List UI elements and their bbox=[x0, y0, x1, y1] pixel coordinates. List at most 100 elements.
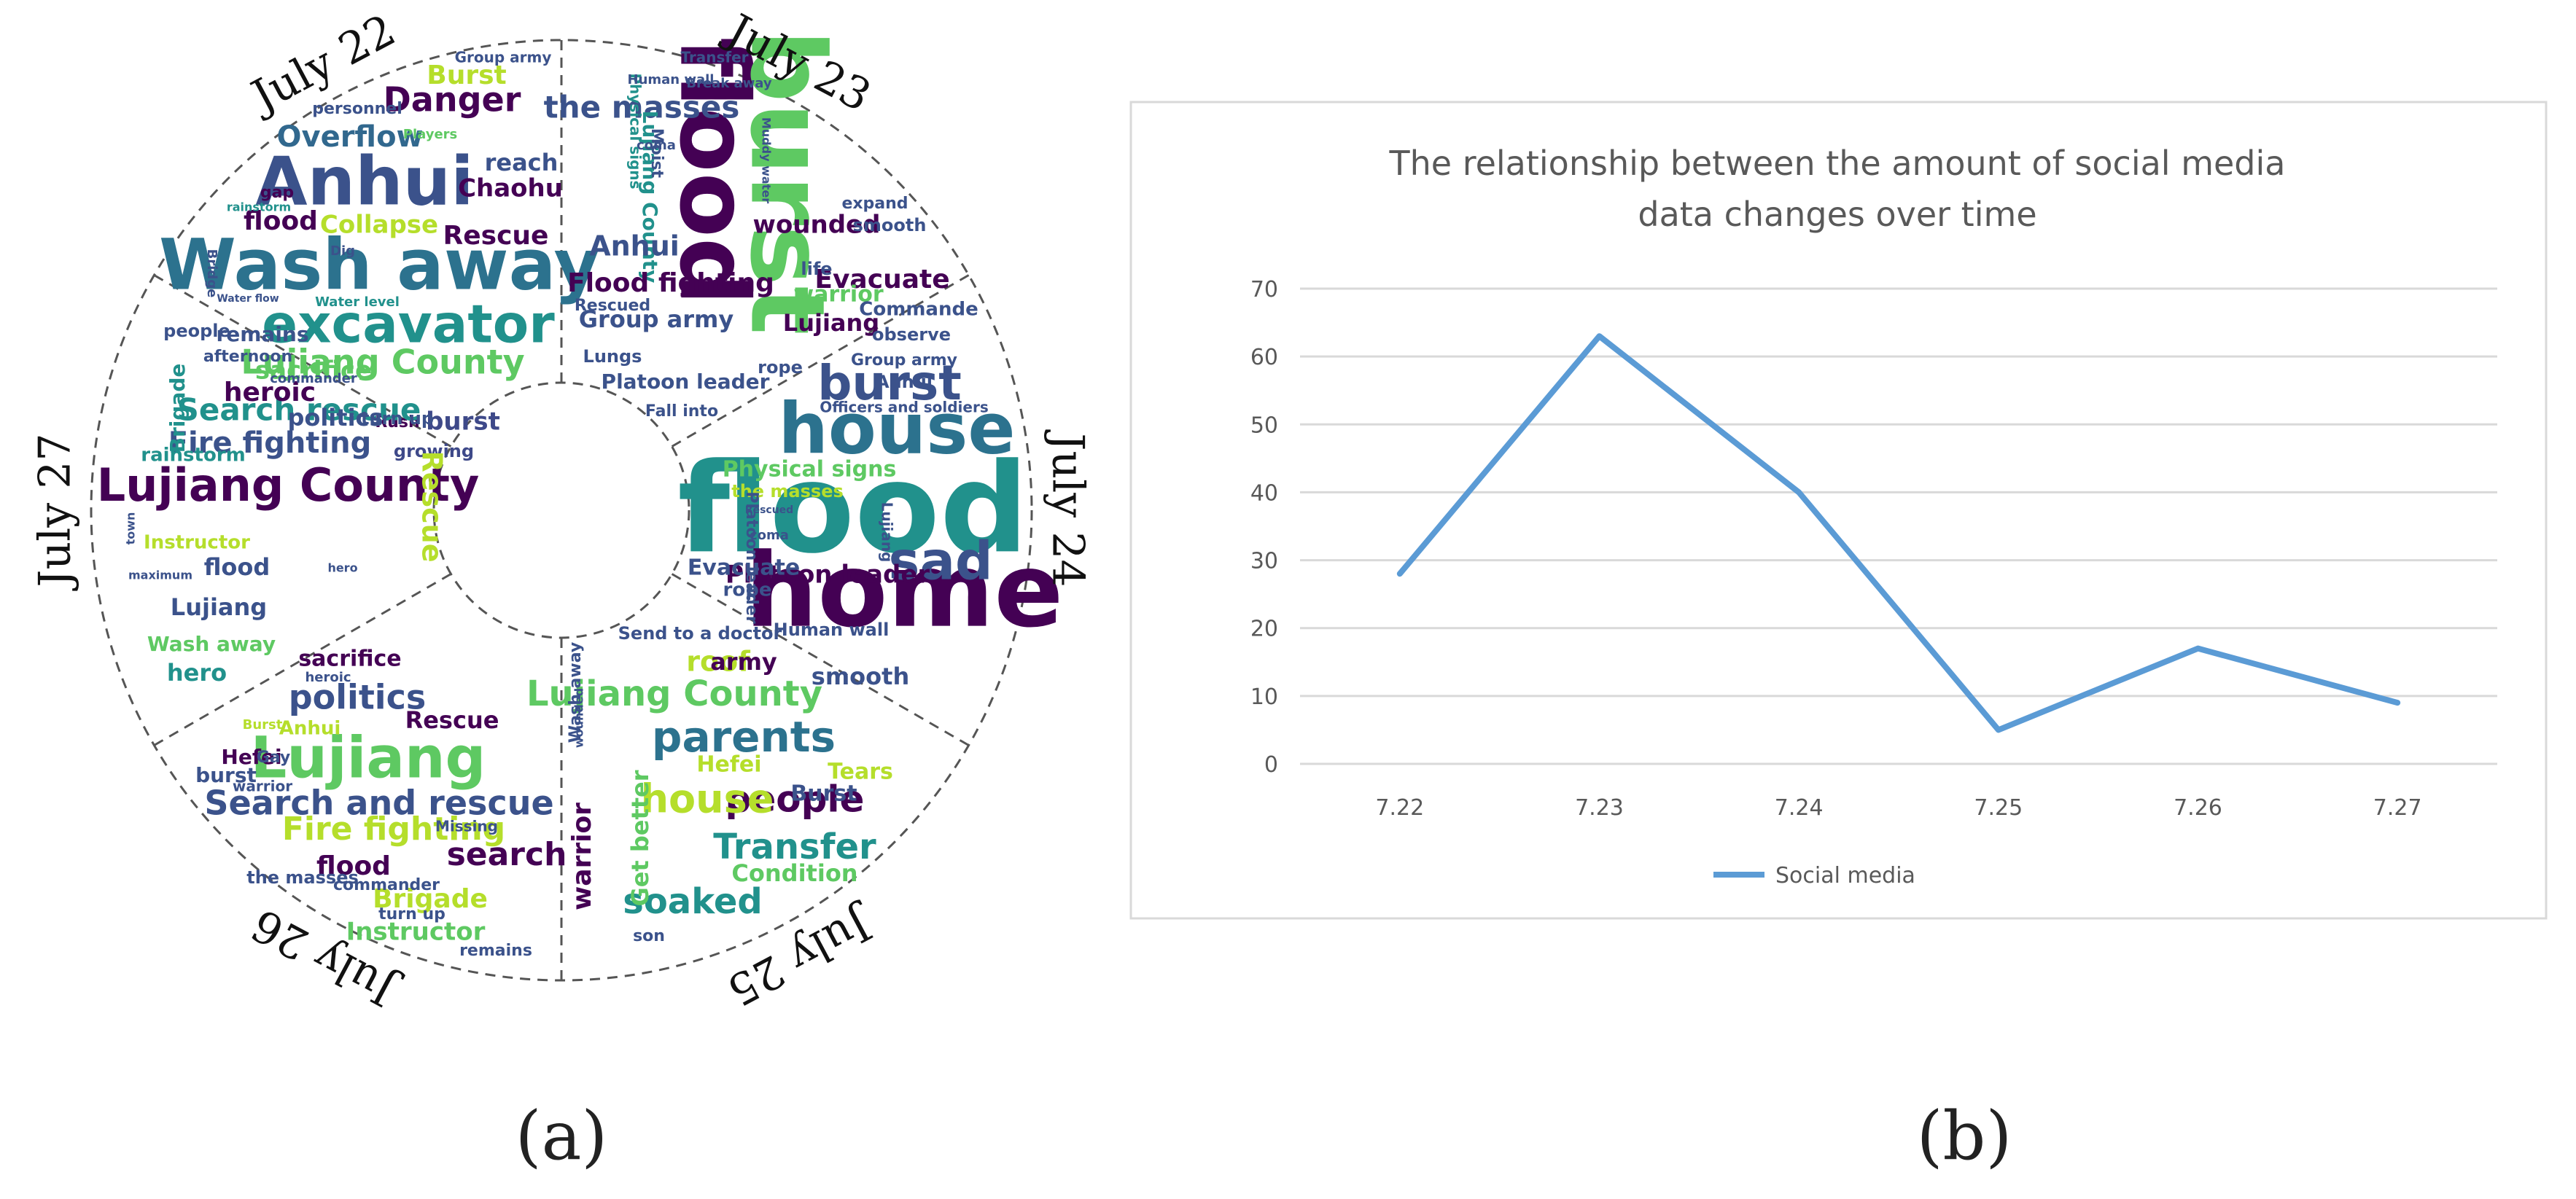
cloud-word: flood bbox=[658, 37, 769, 305]
cloud-word: Commande bbox=[859, 299, 978, 321]
sector-divider bbox=[153, 573, 452, 746]
cloud-word: house bbox=[779, 388, 1016, 469]
data-point bbox=[1398, 573, 1401, 575]
cloud-word: smooth bbox=[812, 663, 909, 690]
cloud-word: observe bbox=[872, 324, 951, 345]
cloud-word: Water level bbox=[315, 294, 400, 310]
cloud-word: Muddy water bbox=[760, 117, 774, 203]
cloud-word: Lujiang County bbox=[241, 343, 524, 382]
cloud-word: personnel bbox=[312, 100, 402, 118]
cloud-word: flood bbox=[316, 851, 391, 881]
cloud-word: smooth bbox=[853, 215, 927, 235]
cloud-word: coma bbox=[750, 528, 789, 543]
cloud-word: town bbox=[124, 512, 138, 545]
cloud-word: army bbox=[710, 648, 777, 676]
cloud-word: home bbox=[745, 532, 1064, 651]
y-tick-label: 70 bbox=[1250, 277, 1278, 302]
cloud-word: warrior bbox=[567, 802, 597, 910]
cloud-word: Rescued bbox=[575, 297, 650, 315]
cloud-word: Chaohu bbox=[458, 174, 563, 203]
cloud-word: turn up bbox=[378, 905, 445, 923]
cloud-word: sacrifice bbox=[255, 356, 372, 386]
cloud-word: Break away bbox=[686, 76, 772, 91]
cloud-word: Search and rescue bbox=[204, 784, 553, 823]
cloud-word: burst bbox=[817, 355, 962, 411]
cloud-word: sad bbox=[889, 531, 993, 592]
cloud-word: house bbox=[641, 776, 774, 822]
cloud-word: Get better bbox=[626, 770, 654, 906]
cloud-word: Danger bbox=[384, 80, 521, 120]
word-cloud-panel: Wash away Anhui excavator Lujiang County Dan… bbox=[0, 0, 1123, 1196]
cloud-word: Rescue bbox=[405, 706, 499, 734]
cloud-word: coma bbox=[637, 138, 676, 153]
cloud-word: warrior bbox=[233, 778, 292, 795]
legend-label: Social media bbox=[1775, 863, 1915, 888]
day-label: July 27 bbox=[30, 433, 81, 591]
cloud-word: Lujiang bbox=[783, 309, 879, 337]
cloud-word: Lujiang County bbox=[526, 673, 822, 714]
cloud-word: Lujiang County bbox=[638, 111, 662, 284]
cloud-word: Dig bbox=[330, 243, 355, 259]
cloud-word: heroic bbox=[305, 670, 351, 685]
cloud-word: Tears bbox=[828, 759, 893, 785]
cloud-word: politics bbox=[289, 678, 426, 717]
cloud-word: Physical signs bbox=[627, 73, 645, 189]
cloud-word: soaked bbox=[623, 881, 762, 922]
cloud-word: Water flow bbox=[217, 293, 279, 305]
panel-label-b: (b) bbox=[1917, 1097, 2012, 1175]
cloud-word: Missing bbox=[435, 818, 498, 835]
cloud-word: Evacuate bbox=[814, 265, 949, 294]
cloud-word: Wash away bbox=[567, 642, 585, 743]
cloud-word: Platoon leader bbox=[602, 370, 770, 394]
cloud-word: the masses bbox=[246, 867, 359, 888]
cloud-word: Burst bbox=[790, 781, 857, 807]
x-tick-label: 7.26 bbox=[2174, 795, 2222, 821]
cloud-word: heroic bbox=[224, 378, 316, 407]
y-tick-label: 50 bbox=[1250, 413, 1278, 438]
cloud-word: parents bbox=[652, 712, 836, 762]
cloud-word: Moist bbox=[647, 128, 666, 179]
x-tick-label: 7.25 bbox=[1974, 795, 2023, 821]
cloud-word: Rescued bbox=[745, 504, 793, 516]
cloud-word: Group army bbox=[851, 351, 957, 370]
cloud-word: wounded bbox=[572, 688, 586, 748]
cloud-word: Human wall bbox=[628, 72, 715, 87]
cloud-word: Wash away bbox=[147, 632, 276, 656]
cloud-word: Hefei bbox=[221, 745, 281, 769]
cloud-word: hero bbox=[167, 659, 227, 687]
cloud-word: Evacuate bbox=[688, 555, 800, 581]
day-label: July 24 bbox=[1042, 429, 1093, 587]
cloud-word: Bridge bbox=[204, 249, 219, 298]
y-tick-label: 40 bbox=[1250, 480, 1278, 506]
cloud-word: Search rescue bbox=[177, 392, 421, 428]
series-layer bbox=[1396, 333, 2401, 733]
cloud-word: burst bbox=[727, 29, 846, 335]
cloud-word: son bbox=[633, 927, 665, 945]
ring-dividers bbox=[90, 39, 1033, 982]
sector-divider bbox=[153, 274, 452, 448]
data-point bbox=[2397, 702, 2399, 704]
cloud-word: hero bbox=[327, 561, 357, 575]
cloud-word: Collapse bbox=[320, 211, 438, 240]
panel-label-a: (a) bbox=[515, 1097, 608, 1175]
line-chart-panel: The relationship between the amount of s… bbox=[1123, 0, 2576, 1196]
cloud-word: the masses bbox=[731, 481, 844, 501]
cloud-word: Burst bbox=[427, 60, 506, 90]
cloud-word: Lungs bbox=[583, 346, 642, 367]
cloud-word: Physical signs bbox=[723, 457, 897, 483]
cloud-word: Instructor bbox=[144, 532, 250, 554]
cloud-word: life bbox=[801, 259, 832, 279]
sector-divider bbox=[671, 573, 970, 746]
line-chart: The relationship between the amount of s… bbox=[1129, 101, 2548, 1175]
cloud-word: reach bbox=[485, 149, 559, 176]
y-axis-ticks: 0 10 20 30 40 50 60 70 bbox=[1250, 277, 1278, 778]
x-tick-label: 7.23 bbox=[1575, 795, 1624, 821]
cloud-word: sacrifice bbox=[298, 647, 401, 672]
x-tick-label: 7.22 bbox=[1375, 795, 1424, 821]
cloud-word: Lujiang bbox=[879, 502, 896, 563]
y-tick-label: 10 bbox=[1250, 684, 1278, 710]
cloud-word: Wash away bbox=[159, 224, 599, 305]
cloud-word: Transfer bbox=[713, 827, 876, 867]
cloud-word: commander bbox=[333, 876, 440, 894]
cloud-word: Burst bbox=[243, 717, 283, 733]
